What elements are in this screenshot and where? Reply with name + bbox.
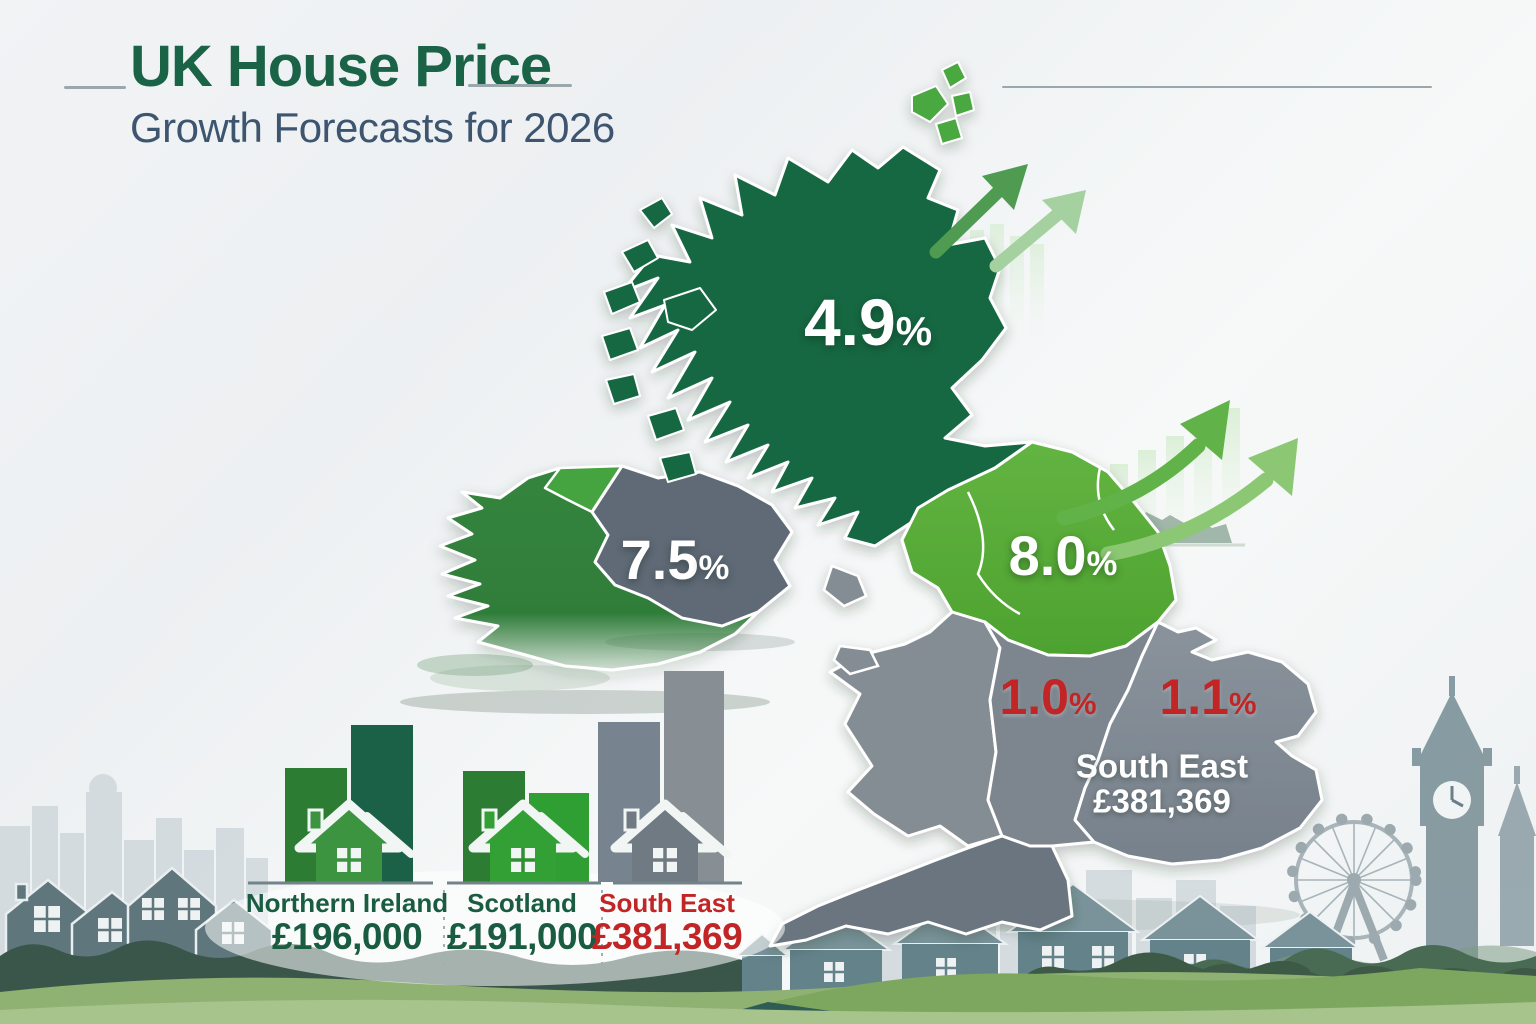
page-subtitle: Growth Forecasts for 2026 xyxy=(130,104,615,151)
south-east-price-callout: South East £381,369 xyxy=(1076,749,1248,818)
island-anglesey xyxy=(832,644,880,676)
bar-label-northern-ireland: Northern Ireland £196,000 xyxy=(245,888,449,958)
growth-label-scotland: 4.9% xyxy=(803,285,933,359)
church-spire-icon xyxy=(1498,766,1536,946)
region-south-east xyxy=(1073,620,1324,866)
growth-arrows-north-icon xyxy=(929,164,1086,273)
map-shadow xyxy=(417,654,533,676)
growth-arrows-east-icon xyxy=(1056,400,1298,562)
house-icon-scotland xyxy=(468,799,589,882)
house-icon-south-east xyxy=(610,799,731,882)
islands-orkney-shetland xyxy=(911,61,975,145)
region-northern-ireland xyxy=(590,464,794,628)
label-separators xyxy=(443,890,603,966)
growth-label-north-england: 8.0% xyxy=(1008,524,1118,587)
callout-price: £381,369 xyxy=(1093,782,1231,819)
callout-region-name: South East xyxy=(1075,747,1249,785)
growth-label-south-east: 1.1% xyxy=(1159,669,1257,725)
island-isle-of-man xyxy=(822,564,868,608)
bar-label-south-east: South East £381,369 xyxy=(591,888,743,958)
growth-label-midlands: 1.0% xyxy=(999,669,1097,725)
region-divider xyxy=(966,491,1021,616)
label-backdrop xyxy=(205,870,785,986)
grass-front xyxy=(0,999,1536,1024)
house-icon-northern-ireland xyxy=(294,799,415,882)
top-right-rule xyxy=(1002,86,1432,88)
map-shadow xyxy=(430,665,610,691)
page-title: UK House Price xyxy=(130,34,552,99)
growth-label-northern-ireland: 7.5% xyxy=(620,528,730,591)
islands-hebrides xyxy=(601,197,717,483)
title-rule-right xyxy=(468,84,572,87)
region-south-west xyxy=(768,834,1074,948)
london-eye-icon xyxy=(1286,812,1422,962)
bar-label-scotland: Scotland £191,000 xyxy=(446,888,598,958)
title-rule-left xyxy=(64,86,126,89)
title-block: UK House Price Growth Forecasts for 2026 xyxy=(130,38,615,152)
region-scotland xyxy=(620,145,1034,548)
